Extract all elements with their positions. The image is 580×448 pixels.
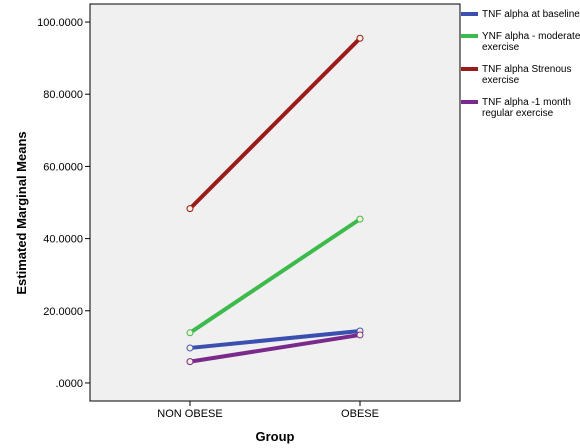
series-line (188, 36, 362, 211)
y-tick-label: 20.0000 (43, 306, 83, 318)
series-line (189, 328, 361, 350)
y-tick-label: 60.0000 (43, 161, 83, 173)
series-line (188, 217, 362, 335)
legend-label: TNF alpha at baseline (482, 9, 580, 20)
data-point (356, 34, 364, 42)
y-tick-label: 100.0000 (37, 17, 83, 29)
series-layer (186, 34, 364, 366)
y-axis-title: Estimated Marginal Means (14, 131, 29, 294)
data-point (186, 205, 194, 213)
data-point (186, 329, 194, 337)
y-tick-label: .0000 (55, 378, 83, 390)
legend-label: TNF alpha -1 month (482, 97, 571, 108)
legend-label: exercise (482, 75, 520, 86)
y-tick-label: 80.0000 (43, 89, 83, 101)
data-point (356, 215, 364, 223)
x-axis: NON OBESE OBESE (157, 401, 379, 420)
y-axis: .0000 20.0000 40.0000 60.0000 80.0000 100.000… (37, 17, 90, 390)
data-point (186, 344, 194, 352)
legend-label: YNF alpha - moderate (482, 31, 580, 42)
legend-label: exercise (482, 42, 520, 53)
plot-area (89, 3, 461, 402)
series-line (189, 332, 361, 364)
x-tick-label: OBESE (341, 408, 379, 420)
data-point (356, 331, 364, 339)
x-tick-label: NON OBESE (157, 408, 222, 420)
data-point (186, 358, 194, 366)
legend: TNF alpha at baseline YNF alpha - moderat… (461, 9, 580, 119)
x-axis-title: Group (256, 429, 295, 444)
legend-label: regular exercise (482, 108, 554, 119)
y-tick-label: 40.0000 (43, 234, 83, 246)
legend-label: TNF alpha Strenous (482, 64, 572, 75)
